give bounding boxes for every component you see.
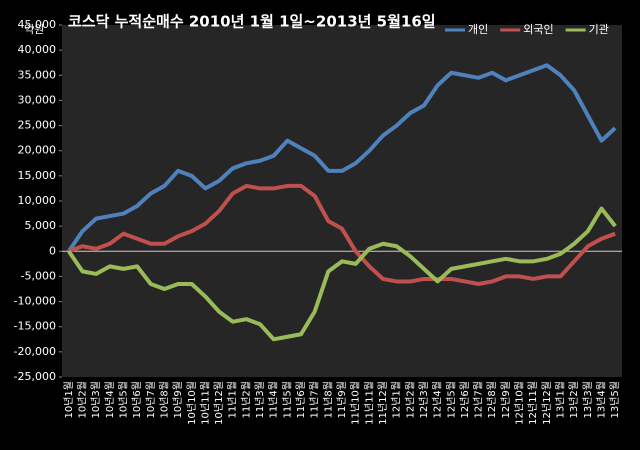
x-tick-label: 10년6월 bbox=[131, 381, 143, 419]
legend-label: 기관 bbox=[589, 23, 609, 36]
x-tick-label: 10년9월 bbox=[172, 381, 184, 419]
y-tick-label: 30,000 bbox=[18, 93, 57, 106]
x-tick-label: 12년9월 bbox=[500, 381, 512, 419]
chart-title: 코스닥 누적순매수 2010년 1월 1일~2013년 5월16일 bbox=[68, 13, 436, 31]
y-tick-label: -10,000 bbox=[14, 295, 56, 308]
x-tick-label: 11년4월 bbox=[268, 381, 280, 419]
x-tick-label: 11년3월 bbox=[254, 381, 266, 419]
series-line bbox=[68, 183, 616, 286]
x-tick-label: 10년4월 bbox=[104, 381, 116, 419]
y-tick-label: 20,000 bbox=[18, 144, 57, 157]
x-tick-label: 11년11월 bbox=[363, 381, 375, 425]
x-tick-label: 10년2월 bbox=[76, 381, 88, 419]
y-tick-label: 5,000 bbox=[25, 219, 57, 232]
y-tick-label: 0 bbox=[49, 244, 56, 257]
x-tick-label: 12년6월 bbox=[459, 381, 471, 419]
x-tick-label: 13년1월 bbox=[555, 381, 567, 419]
x-tick-label: 12년5월 bbox=[445, 381, 457, 419]
x-tick-label: 12년1월 bbox=[391, 381, 403, 419]
x-tick-label: 11년2월 bbox=[240, 381, 252, 419]
x-tick-label: 10년5월 bbox=[117, 381, 129, 419]
x-tick-label: 13년2월 bbox=[568, 381, 580, 419]
x-tick-label: 12년12월 bbox=[541, 381, 553, 425]
x-tick-label: 12년7월 bbox=[473, 381, 485, 419]
series-line bbox=[67, 63, 617, 253]
x-tick-label: 10년7월 bbox=[145, 381, 157, 419]
y-tick-label: 25,000 bbox=[18, 119, 57, 132]
y-axis-label: 억원 bbox=[24, 23, 44, 36]
x-tick-label: 13년3월 bbox=[582, 381, 594, 419]
x-tick-label: 12년8월 bbox=[486, 381, 498, 419]
y-tick-label: 35,000 bbox=[18, 68, 57, 81]
legend-label: 외국인 bbox=[523, 23, 553, 36]
x-tick-label: 12년3월 bbox=[418, 381, 430, 419]
y-tick-label: 45,000 bbox=[18, 18, 57, 31]
y-tick-label: 10,000 bbox=[18, 194, 57, 207]
x-tick-label: 10년1월 bbox=[63, 381, 75, 419]
x-tick-label: 10년12월 bbox=[213, 381, 225, 425]
x-tick-label: 11년10월 bbox=[350, 381, 362, 425]
x-tick-label: 11년1월 bbox=[227, 381, 239, 419]
x-tick-label: 10년3월 bbox=[90, 381, 102, 419]
y-tick-label: -20,000 bbox=[14, 345, 56, 358]
y-tick-label: -5,000 bbox=[21, 269, 56, 282]
plot-area bbox=[62, 25, 622, 377]
x-tick-label: 11년5월 bbox=[281, 381, 293, 419]
x-tick-label: 11년9월 bbox=[336, 381, 348, 419]
x-tick-label: 10년10월 bbox=[186, 381, 198, 425]
x-tick-label: 11년12월 bbox=[377, 381, 389, 425]
x-tick-label: 12년4월 bbox=[432, 381, 444, 419]
x-tick-label: 12년11월 bbox=[527, 381, 539, 425]
series-line bbox=[67, 206, 617, 342]
y-tick-label: -15,000 bbox=[14, 320, 56, 333]
x-tick-label: 12년2월 bbox=[404, 381, 416, 419]
x-tick-label: 13년5월 bbox=[609, 381, 621, 419]
x-tick-label: 11년7월 bbox=[309, 381, 321, 419]
y-tick-label: 15,000 bbox=[18, 169, 57, 182]
x-tick-label: 10년11월 bbox=[199, 381, 211, 425]
y-tick-label: 40,000 bbox=[18, 43, 57, 56]
legend-label: 개인 bbox=[468, 23, 488, 36]
x-tick-label: 11년6월 bbox=[295, 381, 307, 419]
x-tick-label: 12년10월 bbox=[514, 381, 526, 425]
x-tick-label: 11년8월 bbox=[322, 381, 334, 419]
x-tick-label: 10년8월 bbox=[158, 381, 170, 419]
y-tick-label: -25,000 bbox=[14, 370, 56, 383]
x-tick-label: 13년4월 bbox=[596, 381, 608, 419]
